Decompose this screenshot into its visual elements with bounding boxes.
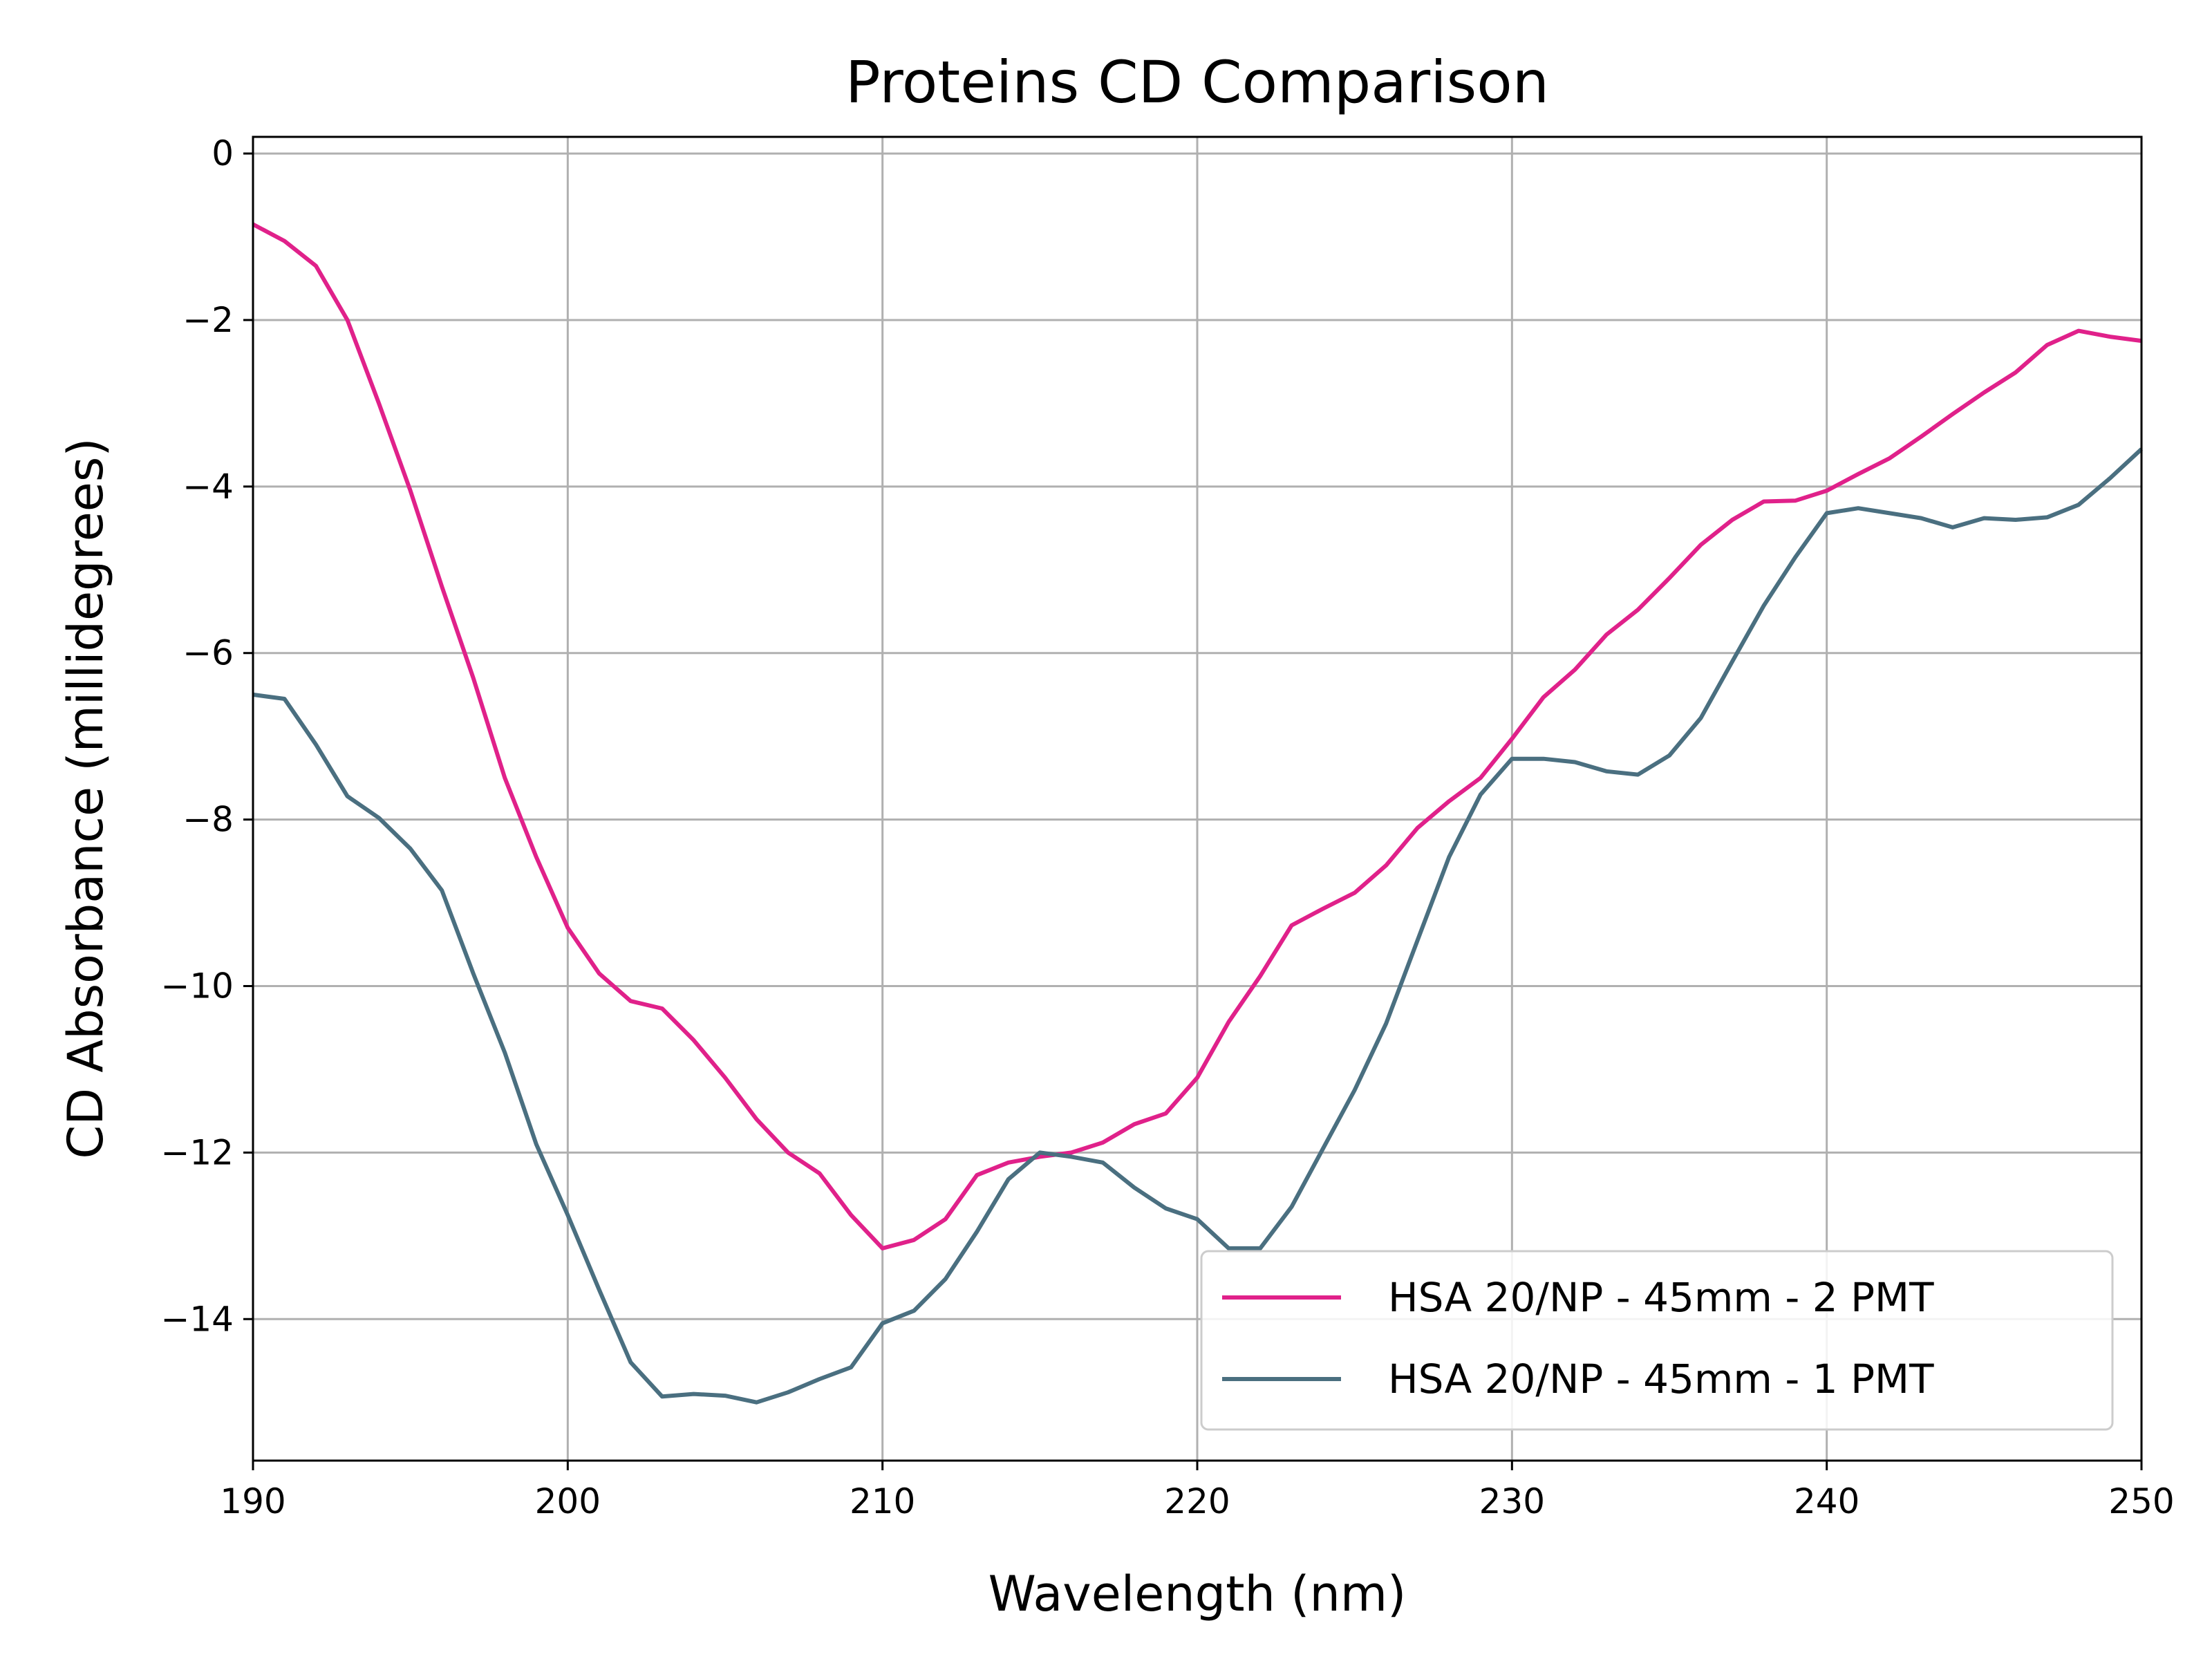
y-axis-label: CD Absorbance (millidegrees) <box>57 438 114 1159</box>
x-tick-label: 200 <box>535 1481 601 1521</box>
y-tick-label: −12 <box>160 1132 234 1172</box>
x-tick-label: 220 <box>1164 1481 1230 1521</box>
x-tick-label: 210 <box>850 1481 915 1521</box>
x-tick-label: 190 <box>220 1481 285 1521</box>
y-tick-label: −8 <box>182 800 234 840</box>
legend-label-2pmt: HSA 20/NP - 45mm - 2 PMT <box>1388 1274 1934 1321</box>
legend: HSA 20/NP - 45mm - 2 PMT HSA 20/NP - 45m… <box>1200 1250 2114 1431</box>
y-tick-label: 0 <box>212 133 234 174</box>
chart-title: Proteins CD Comparison <box>845 48 1549 116</box>
y-tick-label: −2 <box>182 300 234 340</box>
y-tick-label: −6 <box>182 633 234 673</box>
y-tick-label: −4 <box>182 467 234 507</box>
series-line-2pmt <box>252 222 2142 1250</box>
series-line-1pmt <box>252 447 2144 1405</box>
x-axis-label: Wavelength (nm) <box>988 1566 1407 1622</box>
legend-label-1pmt: HSA 20/NP - 45mm - 1 PMT <box>1388 1356 1934 1403</box>
x-tick-label: 240 <box>1794 1481 1859 1521</box>
ticks: 190 200 210 220 230 240 250 0 −2 −4 −6 −8 −10 −12 −14 <box>160 133 2174 1521</box>
legend-box <box>1200 1250 2114 1431</box>
x-tick-label: 250 <box>2108 1481 2174 1521</box>
y-tick-label: −14 <box>160 1299 234 1339</box>
y-tick-label: −10 <box>160 966 234 1006</box>
grid <box>252 137 2143 1461</box>
series-layer <box>252 222 2144 1405</box>
x-tick-label: 230 <box>1479 1481 1545 1521</box>
